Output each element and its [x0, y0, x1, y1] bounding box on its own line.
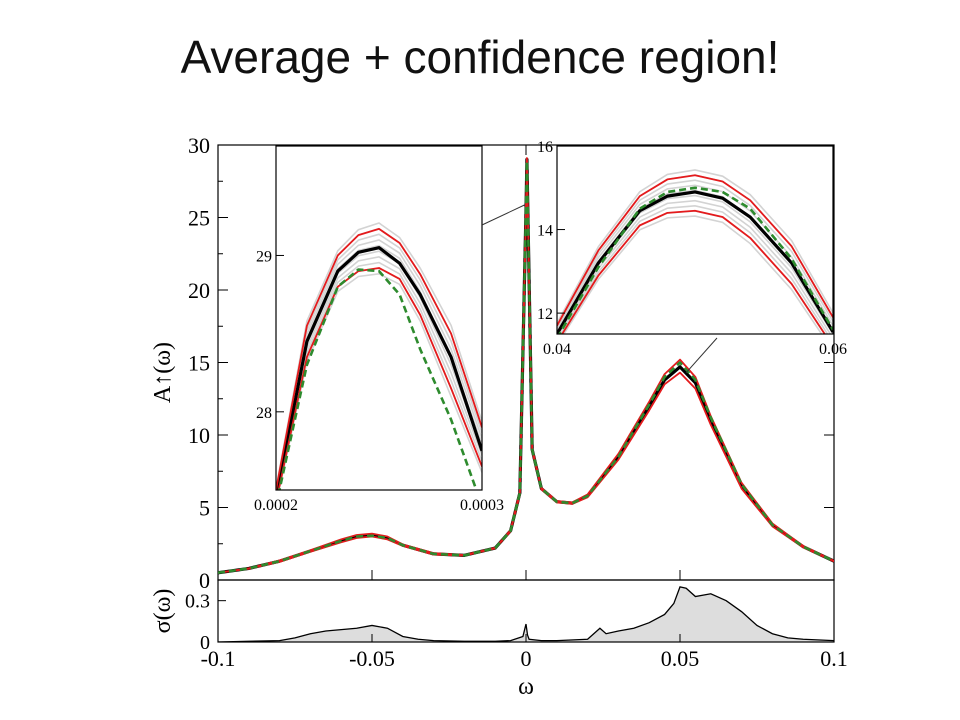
inset-x-tick-label: 0.04 — [543, 341, 571, 358]
y-tick-label: 5 — [199, 496, 210, 521]
inset-connector-left — [481, 204, 525, 226]
series-line-average — [276, 246, 482, 490]
series-line-exact — [557, 186, 833, 334]
sample-curve — [276, 233, 482, 490]
sample-curve — [557, 179, 833, 329]
inset-right-frame — [556, 145, 834, 335]
inset-left-frame — [275, 145, 483, 491]
inset-y-tick-label: 16 — [537, 139, 553, 156]
x-tick-label: -0.05 — [349, 646, 395, 671]
series-line-lower — [561, 209, 826, 334]
x-axis-label: ω — [518, 674, 534, 700]
inset-x-tick-label: 0.0003 — [460, 497, 504, 514]
inset-connector-right — [685, 337, 718, 373]
sigma-y-tick-label: 0 — [200, 632, 210, 654]
sample-curve — [277, 261, 482, 490]
sample-curve — [277, 256, 482, 490]
inset-y-tick-label: 29 — [256, 248, 272, 265]
sample-curve — [278, 273, 482, 490]
y-tick-label: 15 — [188, 351, 210, 376]
x-tick-label: -0.1 — [201, 646, 236, 671]
sample-curve — [276, 222, 482, 489]
series-line-upper — [218, 157, 834, 574]
sigma-y-axis-label: σ(ω) — [150, 589, 176, 634]
y-axis-label: A↑(ω) — [150, 342, 176, 403]
y-tick-label: 10 — [188, 423, 210, 448]
y-tick-label: 30 — [188, 133, 210, 158]
main-plot: 0 5 10 15 20 25 30 A↑(ω) — [150, 133, 835, 593]
series-line-lower — [277, 267, 482, 490]
x-tick-label: 0.05 — [661, 646, 700, 671]
inset-y-tick-label: 12 — [537, 306, 553, 323]
series-line-exact — [218, 159, 834, 575]
inset-y-tick-label: 14 — [537, 223, 553, 240]
inset-y-tick-label: 28 — [256, 405, 272, 422]
series-line-exact — [278, 268, 478, 490]
slide-title: Average + confidence region! — [180, 31, 780, 83]
sample-curve — [557, 184, 833, 331]
inset-x-tick-label: 0.0002 — [254, 497, 298, 514]
inset-left-background — [276, 146, 482, 490]
sigma-line — [218, 586, 834, 642]
series-line-average — [557, 190, 833, 334]
sigma-y-tick-label: 0.3 — [185, 591, 210, 613]
sample-curve — [557, 169, 833, 324]
inset-left: 28 29 0.0002 0.0003 — [254, 145, 504, 514]
sample-curve — [562, 215, 823, 334]
sample-curve — [276, 239, 482, 490]
sample-curve — [558, 199, 832, 334]
inset-right: 12 14 16 0.04 0.06 — [537, 139, 847, 358]
sample-curve — [559, 205, 829, 334]
series-line-lower — [218, 160, 834, 574]
y-tick-label: 25 — [188, 206, 210, 231]
x-tick-label: 0 — [521, 646, 532, 671]
y-tick-label: 20 — [188, 278, 210, 303]
y-tick-label: 0 — [199, 568, 210, 593]
series-line-upper — [276, 227, 482, 490]
x-tick-label: 0.1 — [820, 646, 848, 671]
inset-x-tick-label: 0.06 — [819, 341, 847, 358]
sigma-area — [218, 586, 834, 642]
sigma-plot: 0 0.3 -0.1 -0.05 0 0.05 0.1 σ(ω) ω — [150, 579, 848, 700]
series-line-upper — [557, 174, 833, 327]
